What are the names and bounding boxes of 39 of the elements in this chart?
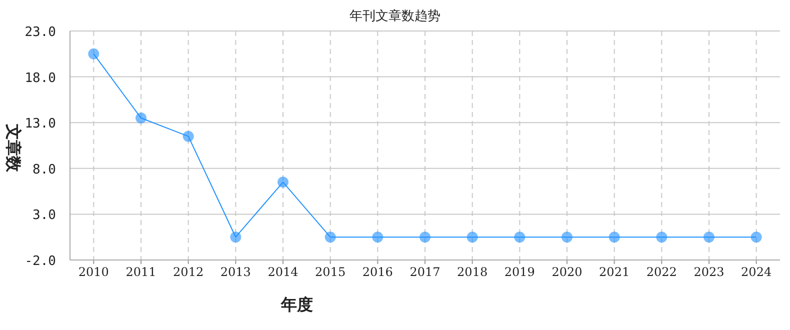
xtick: 2023 xyxy=(694,265,724,279)
xtick: 2018 xyxy=(457,265,488,279)
point xyxy=(562,232,572,243)
point xyxy=(656,232,668,243)
ytick: 3.0 xyxy=(32,208,56,224)
point xyxy=(182,130,194,142)
title: 年刊文章数趋势 xyxy=(350,9,440,24)
point xyxy=(704,232,714,243)
point xyxy=(608,232,620,243)
ylabel: 文章数 xyxy=(4,124,23,172)
point xyxy=(136,112,146,124)
point xyxy=(278,176,288,188)
xtick: 2016 xyxy=(362,265,393,279)
xtick: 2014 xyxy=(268,265,298,279)
xtick: 2022 xyxy=(646,265,677,279)
xlabel: 年度 xyxy=(281,295,313,314)
point xyxy=(372,232,384,243)
point xyxy=(466,232,478,243)
xtick: 2010 xyxy=(78,265,109,279)
point xyxy=(324,232,336,243)
point xyxy=(230,232,242,243)
point xyxy=(514,232,526,243)
xtick: 2012 xyxy=(173,265,204,279)
xtick: 2017 xyxy=(410,265,440,279)
ytick: 13.0 xyxy=(24,116,56,132)
ytick: -2.0 xyxy=(24,254,56,269)
point xyxy=(88,48,100,60)
xtick: 2024 xyxy=(741,265,772,279)
xtick: 2013 xyxy=(220,265,251,279)
xtick: 2021 xyxy=(599,265,630,279)
ytick: 18.0 xyxy=(24,70,56,86)
ytick: 8.0 xyxy=(32,162,56,178)
point xyxy=(420,232,430,243)
ytick: 23.0 xyxy=(24,25,56,40)
xtick: 2020 xyxy=(552,265,582,279)
xtick: 2011 xyxy=(126,265,156,279)
point xyxy=(750,232,762,243)
xtick: 2015 xyxy=(315,265,346,279)
xtick: 2019 xyxy=(504,265,535,279)
